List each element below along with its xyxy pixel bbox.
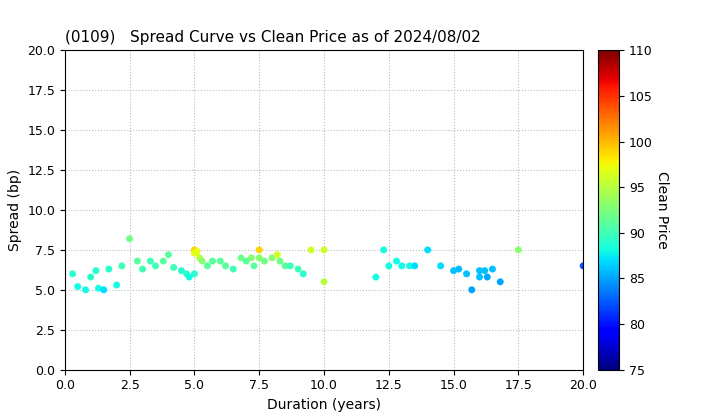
Point bbox=[220, 262, 231, 269]
Point bbox=[383, 262, 395, 269]
Point bbox=[90, 267, 102, 274]
Point bbox=[292, 266, 304, 273]
Point bbox=[422, 247, 433, 253]
Point bbox=[370, 274, 382, 281]
Point bbox=[184, 274, 195, 281]
Point bbox=[98, 286, 109, 293]
Point bbox=[253, 255, 265, 261]
Point bbox=[279, 262, 291, 269]
Point bbox=[85, 274, 96, 281]
Point bbox=[435, 262, 446, 269]
Point bbox=[466, 286, 477, 293]
Point bbox=[396, 262, 408, 269]
Point bbox=[253, 247, 265, 253]
Point bbox=[189, 247, 200, 253]
Point bbox=[103, 266, 114, 273]
Point bbox=[72, 283, 84, 290]
Point bbox=[391, 258, 402, 265]
Point bbox=[163, 251, 174, 258]
Point bbox=[145, 258, 156, 265]
Point bbox=[461, 270, 472, 277]
Point bbox=[67, 270, 78, 277]
Y-axis label: Spread (bp): Spread (bp) bbox=[8, 169, 22, 251]
Point bbox=[189, 250, 200, 257]
Point bbox=[513, 247, 524, 253]
Point bbox=[158, 258, 169, 265]
Point bbox=[150, 262, 161, 269]
Point bbox=[318, 247, 330, 253]
Point bbox=[168, 264, 179, 271]
Point bbox=[202, 262, 213, 269]
Point bbox=[274, 258, 286, 265]
Point bbox=[585, 262, 597, 269]
Point bbox=[482, 274, 493, 281]
Point bbox=[240, 258, 252, 265]
Point bbox=[495, 278, 506, 285]
Point bbox=[197, 258, 208, 265]
Point bbox=[248, 262, 260, 269]
Point bbox=[181, 270, 192, 277]
Point bbox=[453, 266, 464, 273]
Point bbox=[228, 266, 239, 273]
Point bbox=[448, 267, 459, 274]
Point bbox=[189, 270, 200, 277]
Point bbox=[176, 267, 187, 274]
Text: (0109)   Spread Curve vs Clean Price as of 2024/08/02: (0109) Spread Curve vs Clean Price as of… bbox=[65, 30, 480, 45]
Point bbox=[207, 258, 218, 265]
Point bbox=[474, 274, 485, 281]
Point bbox=[246, 255, 257, 261]
Point bbox=[378, 247, 390, 253]
Point bbox=[305, 247, 317, 253]
Point bbox=[318, 278, 330, 285]
Point bbox=[474, 267, 485, 274]
Point bbox=[404, 262, 415, 269]
Point bbox=[271, 251, 283, 258]
Point bbox=[266, 255, 278, 261]
Point bbox=[409, 262, 420, 269]
Point bbox=[93, 285, 104, 291]
Point bbox=[132, 258, 143, 265]
Point bbox=[577, 262, 589, 269]
Point bbox=[297, 270, 309, 277]
Y-axis label: Clean Price: Clean Price bbox=[655, 171, 670, 249]
Point bbox=[235, 255, 247, 261]
Point bbox=[80, 286, 91, 293]
Point bbox=[479, 267, 490, 274]
Point bbox=[137, 266, 148, 273]
Point bbox=[111, 282, 122, 289]
Point bbox=[192, 248, 203, 255]
Point bbox=[124, 235, 135, 242]
Point bbox=[258, 258, 270, 265]
Point bbox=[284, 262, 296, 269]
Point bbox=[487, 266, 498, 273]
Point bbox=[215, 258, 226, 265]
Point bbox=[194, 255, 205, 261]
X-axis label: Duration (years): Duration (years) bbox=[267, 398, 381, 412]
Point bbox=[116, 262, 127, 269]
